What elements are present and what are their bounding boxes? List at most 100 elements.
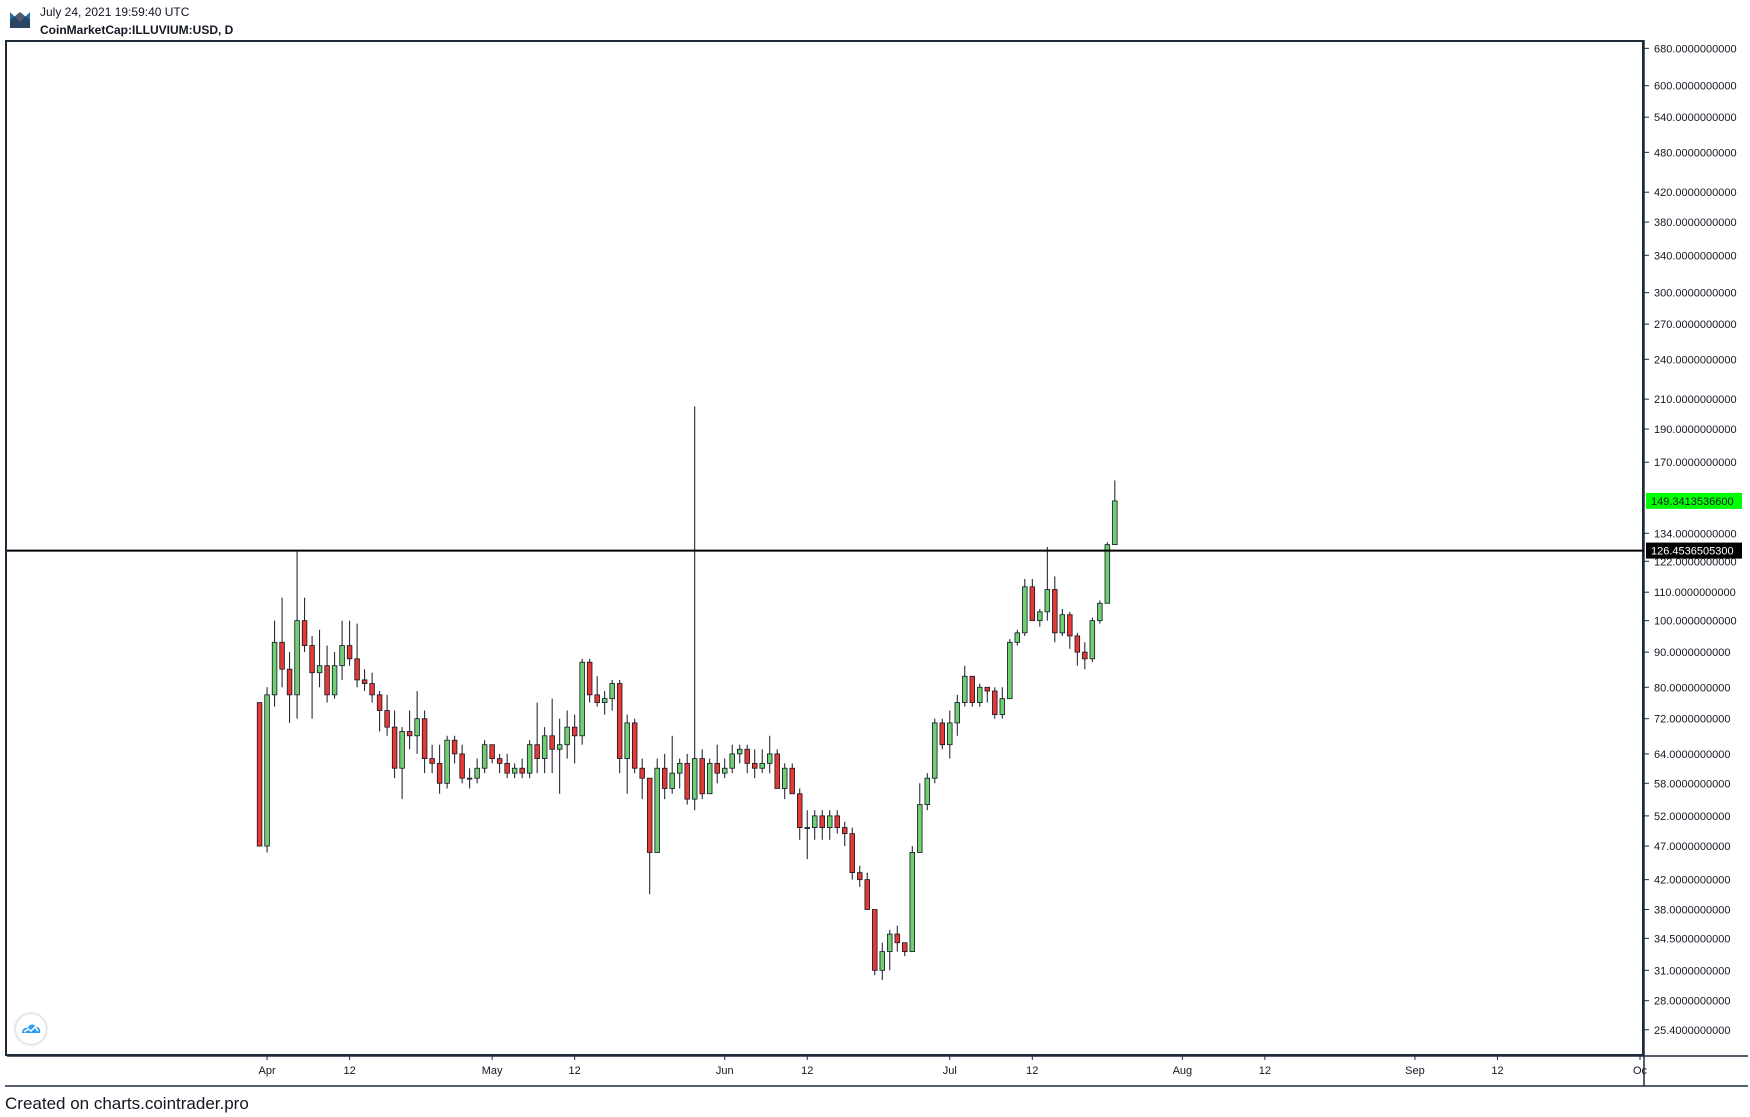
candle-body — [316, 665, 323, 674]
time-tick-label: Sep — [1405, 1065, 1425, 1077]
candle-body — [1052, 589, 1058, 634]
candle-body — [864, 879, 870, 910]
candle-body — [391, 726, 398, 769]
time-tick-label: Apr — [259, 1065, 276, 1077]
candle-body — [1014, 632, 1021, 643]
level-price-tag — [1646, 542, 1742, 559]
last-price-tag — [1646, 492, 1742, 509]
price-tick-label: 210.0000000000 — [1654, 394, 1737, 406]
candle-body — [984, 686, 991, 692]
candle-body — [324, 665, 330, 696]
chart-header: July 24, 2021 19:59:40 UTC CoinMarketCap… — [0, 0, 1750, 40]
candle-body — [962, 675, 968, 703]
candle-body — [857, 872, 863, 881]
candle-body — [609, 683, 615, 700]
candle-body — [504, 762, 510, 774]
candle-body — [519, 767, 525, 774]
candle-body — [789, 767, 795, 795]
candle-body — [549, 735, 555, 750]
last-price-label: 149.3413536600 — [1651, 496, 1734, 508]
candle-body — [699, 758, 705, 795]
candle-body — [827, 815, 833, 828]
candle-body — [601, 698, 608, 703]
candle-body — [414, 718, 420, 737]
price-tick-label: 42.0000000000 — [1654, 875, 1730, 887]
price-tick-label: 64.0000000000 — [1654, 749, 1730, 761]
candle-body — [834, 815, 840, 828]
price-tick-label: 58.0000000000 — [1654, 778, 1730, 790]
price-tick-label: 540.0000000000 — [1654, 112, 1737, 124]
price-tick-label: 134.0000000000 — [1654, 528, 1737, 540]
candle-body — [399, 731, 405, 769]
price-tick-label: 600.0000000000 — [1654, 81, 1737, 93]
candle-body — [256, 702, 263, 847]
candle-body — [496, 758, 503, 764]
candle-body — [421, 718, 428, 759]
candle-body — [872, 909, 878, 971]
candle-body — [571, 726, 578, 737]
candle-body — [616, 683, 623, 759]
candle-body — [594, 694, 600, 703]
price-tick-label: 380.0000000000 — [1654, 217, 1737, 229]
candle-body — [924, 777, 931, 806]
price-tick-label: 34.5000000000 — [1654, 933, 1730, 945]
candle-body — [1112, 500, 1118, 546]
candle-body — [631, 722, 638, 769]
time-tick-label: 12 — [343, 1065, 355, 1077]
candle-body — [661, 767, 668, 789]
candle-body — [459, 753, 465, 779]
price-tick-label: 680.0000000000 — [1654, 43, 1737, 55]
price-tick-label: 240.0000000000 — [1654, 354, 1737, 366]
candle-body — [534, 744, 540, 759]
candle-body — [481, 744, 488, 769]
price-tick-label: 122.0000000000 — [1654, 556, 1737, 568]
candle-body — [691, 758, 698, 800]
price-tick-label: 47.0000000000 — [1654, 841, 1730, 853]
candle-body — [1007, 641, 1013, 700]
candle-body — [264, 694, 270, 847]
candle-body — [939, 722, 946, 746]
tradingview-cloud-icon[interactable] — [16, 1014, 46, 1044]
price-tick-label: 28.0000000000 — [1654, 996, 1730, 1008]
candle-body — [714, 762, 720, 774]
candle-body — [474, 767, 480, 779]
candle-body — [887, 933, 893, 953]
candle-body — [729, 753, 735, 769]
time-tick-label: Oc — [1633, 1065, 1648, 1077]
candle-body — [526, 744, 533, 774]
candle-body — [819, 815, 825, 828]
candle-body — [436, 762, 443, 784]
candle-body — [369, 683, 375, 696]
plot-area[interactable] — [5, 40, 1644, 1056]
candle-body — [721, 767, 728, 774]
time-tick-label: Jun — [716, 1065, 734, 1077]
candle-body — [556, 744, 563, 750]
candle-body — [736, 748, 743, 755]
candle-body — [812, 815, 818, 828]
candle-body — [1082, 651, 1088, 660]
candle-body — [1097, 602, 1103, 622]
candle-body — [909, 852, 915, 953]
price-tick-label: 170.0000000000 — [1654, 457, 1737, 469]
candle-body — [706, 762, 713, 795]
candle-body — [466, 777, 473, 780]
price-tick-label: 480.0000000000 — [1654, 147, 1737, 159]
level-price-label: 126.4536505300 — [1651, 546, 1734, 558]
candle-body — [406, 731, 413, 737]
price-tick-label: 31.0000000000 — [1654, 965, 1730, 977]
candle-body — [279, 641, 285, 670]
candle-body — [646, 777, 653, 853]
candle-body — [331, 665, 338, 696]
candle-body — [294, 620, 300, 696]
candle-body — [1067, 614, 1073, 637]
candle-body — [751, 762, 758, 769]
price-tick-label: 38.0000000000 — [1654, 905, 1730, 917]
candle-body — [999, 698, 1006, 716]
candle-body — [346, 645, 353, 660]
time-tick-label: 12 — [569, 1065, 581, 1077]
price-tick-label: 100.0000000000 — [1654, 616, 1737, 628]
price-tick-label: 52.0000000000 — [1654, 811, 1730, 823]
price-tick-label: 110.0000000000 — [1654, 587, 1736, 599]
candle-body — [969, 675, 976, 703]
